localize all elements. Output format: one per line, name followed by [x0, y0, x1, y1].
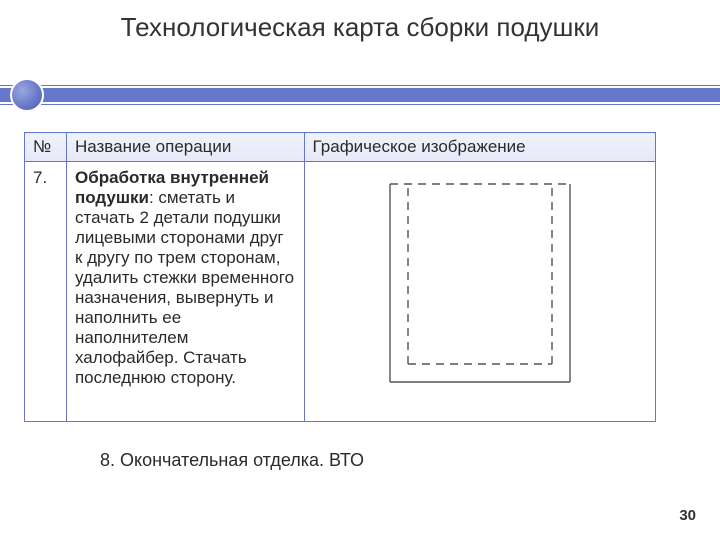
col-header-number: № — [25, 133, 67, 162]
operations-table: № Название операции Графическое изображе… — [24, 132, 656, 422]
table-header-row: № Название операции Графическое изображе… — [25, 133, 656, 162]
title-area: Технологическая карта сборки подушки — [0, 12, 720, 43]
header-band — [0, 88, 720, 102]
header-rule-top — [0, 85, 720, 86]
slide-title: Технологическая карта сборки подушки — [0, 12, 720, 43]
decorative-circle-icon — [10, 78, 44, 112]
col-header-operation: Название операции — [66, 133, 304, 162]
col-header-graphic: Графическое изображение — [304, 133, 655, 162]
slide: Технологическая карта сборки подушки № Н… — [0, 0, 720, 540]
cell-operation: Обработка внутренней подушки: сметать и … — [66, 162, 304, 422]
table-row: 7. Обработка внутренней подушки: сметать… — [25, 162, 656, 422]
operation-rest: : сметать и стачать 2 детали подушки лиц… — [75, 188, 294, 387]
footer-step-text: 8. Окончательная отделка. ВТО — [100, 450, 364, 471]
page-number: 30 — [679, 507, 696, 524]
header-rule-bottom — [0, 104, 720, 105]
cell-diagram — [304, 162, 655, 422]
cell-number: 7. — [25, 162, 67, 422]
pillow-diagram — [380, 178, 580, 388]
